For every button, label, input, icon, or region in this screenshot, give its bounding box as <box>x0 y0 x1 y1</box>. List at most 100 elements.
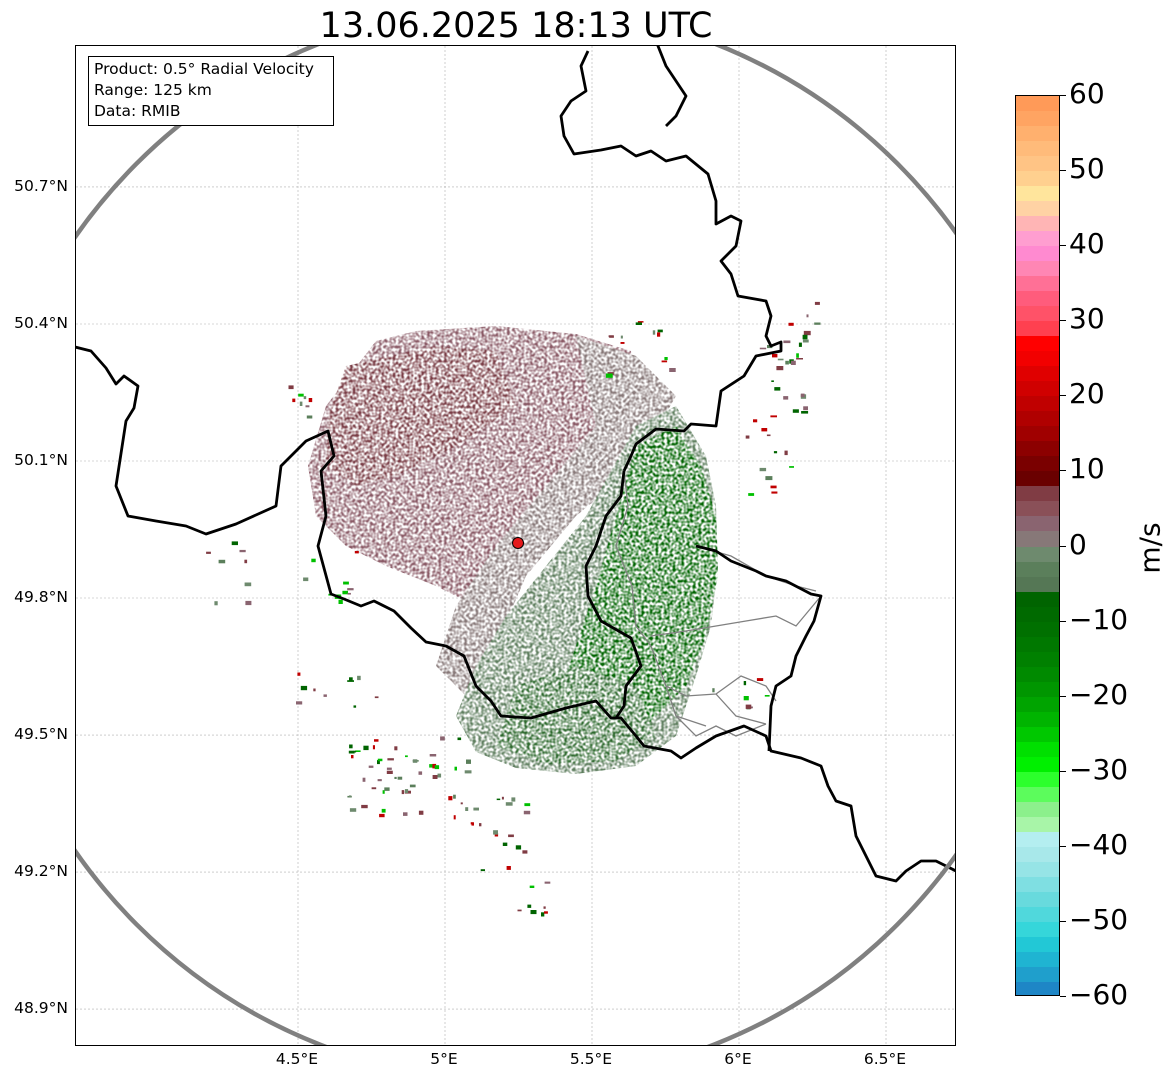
radar-map[interactable] <box>75 45 956 1046</box>
scattered-echo-pixel <box>664 357 668 361</box>
scattered-echo-pixel <box>544 911 548 914</box>
scattered-echo-pixel <box>405 755 408 758</box>
colorbar-tick <box>1060 320 1066 322</box>
lat-tick-label: 49.2°N <box>14 862 68 881</box>
scattered-echo-pixel <box>620 342 625 344</box>
scattered-echo-pixel <box>796 353 799 358</box>
colorbar-tick-label: −40 <box>1069 827 1129 861</box>
scattered-echo-pixel <box>298 393 304 397</box>
scattered-echo-pixel <box>386 767 392 770</box>
scattered-echo-pixel <box>543 906 546 909</box>
scattered-echo-pixel <box>374 739 379 742</box>
scattered-echo-pixel <box>305 405 310 408</box>
colorbar-tick <box>1060 170 1066 172</box>
colorbar-tick <box>1060 920 1066 922</box>
lat-tick-label: 49.8°N <box>14 588 68 606</box>
colorbar-tick <box>1060 770 1066 772</box>
colorbar-tick-label: 50 <box>1069 152 1105 186</box>
scattered-echo-pixel <box>789 466 794 468</box>
scattered-echo-pixel <box>432 763 437 769</box>
scattered-echo-pixel <box>527 904 532 908</box>
colorbar-tick-label: −30 <box>1069 752 1129 786</box>
scattered-echo-pixel <box>635 322 642 325</box>
scattered-echo-pixel <box>753 419 758 423</box>
colorbar-band <box>1016 786 1059 803</box>
scattered-echo-pixel <box>473 807 479 811</box>
scattered-echo-pixel <box>465 807 469 811</box>
echo-inbound-mid <box>496 666 656 764</box>
colorbar-band <box>1016 891 1059 908</box>
lat-tick-label: 50.7°N <box>14 176 68 195</box>
scattered-echo-pixel <box>457 737 462 741</box>
colorbar-tick <box>1060 395 1066 397</box>
lon-tick-label: 4.5°E <box>275 1050 319 1068</box>
scattered-echo-pixel <box>771 491 778 494</box>
colorbar-band <box>1016 261 1059 277</box>
scattered-echo-pixel <box>759 467 767 472</box>
scattered-echo-pixel <box>637 321 644 323</box>
scattered-echo-pixel <box>743 696 749 701</box>
colorbar-band <box>1016 381 1059 397</box>
colorbar-tick-label: 0 <box>1069 527 1087 561</box>
echo-outbound-strong <box>326 346 516 486</box>
colorbar-tick-label: 40 <box>1069 227 1105 261</box>
colorbar-tick-label: 30 <box>1069 302 1105 336</box>
scattered-echo-pixel <box>464 770 472 774</box>
scattered-echo-pixel <box>453 815 456 820</box>
scattered-echo-pixel <box>470 822 474 825</box>
colorbar-tick-label: −10 <box>1069 602 1129 636</box>
radar-site-marker[interactable] <box>512 537 524 549</box>
scattered-echo-pixel <box>381 808 386 813</box>
scattered-echo-pixel <box>432 775 438 779</box>
scattered-echo-pixel <box>524 803 531 807</box>
scattered-echo-pixel <box>299 401 303 406</box>
colorbar-band <box>1016 726 1059 743</box>
scattered-echo-pixel <box>743 681 747 686</box>
colorbar-tick <box>1060 996 1066 997</box>
colorbar-band <box>1016 921 1059 938</box>
colorbar-band <box>1016 351 1059 367</box>
scattered-echo-pixel <box>382 790 385 794</box>
scattered-echo-pixel <box>303 577 309 582</box>
colorbar-band <box>1016 441 1059 457</box>
scattered-echo-pixel <box>379 813 385 818</box>
scattered-echo-pixel <box>774 387 781 391</box>
scattered-echo-pixel <box>401 790 405 795</box>
scattered-echo-pixel <box>767 345 773 349</box>
colorbar-tick-label: −50 <box>1069 902 1129 936</box>
scattered-echo-pixel <box>244 559 248 564</box>
scattered-echo-pixel <box>292 398 296 403</box>
velocity-colorbar <box>1015 95 1060 996</box>
scattered-echo-pixel <box>776 366 784 371</box>
colorbar-band <box>1016 516 1059 533</box>
scattered-echo-pixel <box>661 360 668 363</box>
colorbar-band <box>1016 681 1059 698</box>
colorbar-band <box>1016 456 1059 472</box>
scattered-echo-pixel <box>348 750 355 754</box>
colorbar-band <box>1016 531 1059 548</box>
scattered-echo-pixel <box>748 493 755 496</box>
scattered-echo-pixel <box>377 760 380 765</box>
scattered-echo-pixel <box>790 360 796 365</box>
lat-tick-label: 49.5°N <box>14 725 68 744</box>
scattered-echo-pixel <box>771 380 774 382</box>
scattered-echo-pixel <box>806 314 809 318</box>
scattered-echo-pixel <box>523 810 531 815</box>
scattered-echo-pixel <box>377 758 383 762</box>
scattered-echo-pixel <box>308 398 313 403</box>
colorbar-band <box>1016 501 1059 518</box>
scattered-echo-pixel <box>412 759 418 763</box>
scattered-echo-pixel <box>342 590 348 595</box>
colorbar-band <box>1016 771 1059 788</box>
colorbar-band <box>1016 276 1059 292</box>
colorbar-tick-label: 10 <box>1069 452 1105 486</box>
scattered-echo-pixel <box>669 368 676 372</box>
scattered-echo-pixel <box>802 334 808 340</box>
scattered-echo-pixel <box>394 746 398 751</box>
colorbar-band <box>1016 606 1059 623</box>
scattered-echo-pixel <box>502 842 508 846</box>
lat-tick-label: 50.1°N <box>14 451 68 469</box>
scattered-echo-pixel <box>515 845 522 850</box>
scattered-echo-pixel <box>231 541 238 546</box>
lon-tick-label: 6°E <box>724 1050 752 1068</box>
